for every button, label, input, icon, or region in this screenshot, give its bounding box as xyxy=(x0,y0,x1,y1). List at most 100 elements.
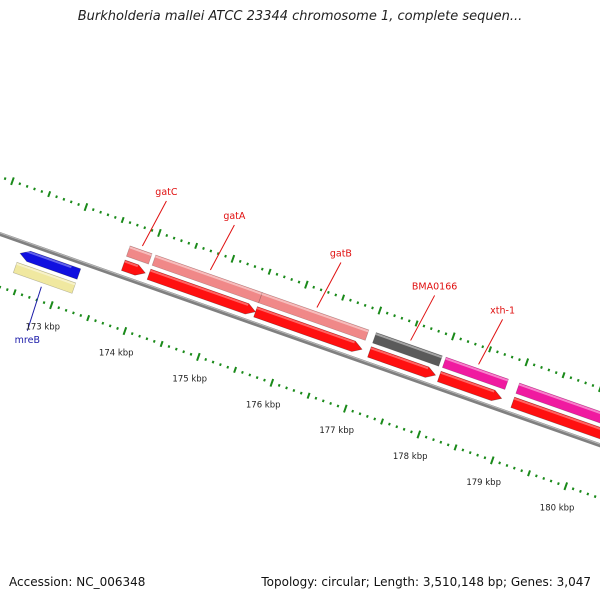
lower-tick xyxy=(505,464,509,468)
upper-tick xyxy=(290,277,294,281)
lower-tick xyxy=(269,378,275,387)
upper-tick xyxy=(275,272,279,276)
lower-tick xyxy=(241,370,244,374)
upper-tick xyxy=(363,303,367,307)
gatB-gene-arrow[interactable] xyxy=(253,306,363,352)
BMA0166-feature xyxy=(372,332,443,367)
gatC-feature-shine xyxy=(129,246,152,257)
upper-tick xyxy=(253,265,257,269)
lower-tick xyxy=(219,363,222,367)
upper-tick xyxy=(598,385,600,393)
upper-tick xyxy=(591,384,595,388)
gatB-feature xyxy=(258,292,370,341)
scale-labels: 173 kbp 174 kbp 175 kbp 176 kbp 177 kbp 178 k… xyxy=(25,323,574,514)
map-title: Burkholderia mallei ATCC 23344 chromosom… xyxy=(77,9,523,24)
lower-tick xyxy=(226,365,230,369)
lower-tick xyxy=(159,340,164,348)
lower-tick xyxy=(549,479,553,483)
upper-tick xyxy=(444,332,448,336)
xth-1-feature xyxy=(441,356,509,390)
lower-tick xyxy=(395,425,399,429)
upper-tick xyxy=(393,314,396,318)
lower-tick xyxy=(306,392,311,399)
upper-tick xyxy=(106,213,110,217)
BMA0166-gene-arrow[interactable] xyxy=(367,346,437,378)
upper-tick xyxy=(202,246,205,250)
upper-tick xyxy=(503,352,507,357)
lower-tick xyxy=(79,313,83,318)
gatC-feature xyxy=(126,245,153,265)
gatC-gene-arrow[interactable] xyxy=(121,259,146,276)
lower-tick xyxy=(424,435,428,439)
upper-tick xyxy=(99,210,102,214)
upper-tick xyxy=(532,363,536,367)
upper-tick xyxy=(18,182,22,186)
lower-tick xyxy=(446,443,450,447)
gatA-gene-arrow[interactable] xyxy=(146,268,257,315)
mreB-feature xyxy=(12,261,77,294)
upper-tick xyxy=(165,234,169,238)
next-gene-arrow[interactable] xyxy=(510,396,600,443)
backbone-line xyxy=(0,231,600,448)
xth-1-label-leader xyxy=(478,319,504,365)
lower-tick xyxy=(57,306,61,310)
BMA0166-feature-shine xyxy=(375,333,443,359)
lower-tick xyxy=(277,383,281,387)
lower-tick xyxy=(329,401,332,405)
lower-tick xyxy=(145,337,149,341)
lower-tick xyxy=(292,389,296,393)
gatB-gene-shine xyxy=(256,307,355,344)
upper-tick xyxy=(422,324,426,328)
lower-tick xyxy=(182,350,186,354)
lower-tick xyxy=(116,326,119,330)
upper-tick xyxy=(194,242,199,250)
upper-tick xyxy=(407,319,411,323)
lower-tick xyxy=(498,461,501,465)
upper-tick xyxy=(55,195,58,199)
upper-tick xyxy=(569,376,573,380)
backbone xyxy=(0,231,600,448)
upper-tick xyxy=(554,371,558,375)
upper-tick xyxy=(10,177,15,186)
lower-tick xyxy=(86,314,91,322)
lower-tick xyxy=(432,438,435,442)
upper-tick xyxy=(496,350,499,354)
scale-label: 177 kbp xyxy=(319,426,354,436)
lower-tick xyxy=(5,288,9,292)
lower-tick xyxy=(563,482,569,491)
lower-tick xyxy=(12,289,17,296)
upper-tick xyxy=(25,184,29,188)
mreB-gene-arrow[interactable] xyxy=(19,250,82,280)
lower-tick xyxy=(579,489,582,493)
lower-tick xyxy=(586,492,590,496)
upper-tick xyxy=(224,254,227,258)
lower-tick xyxy=(64,308,68,312)
lower-tick xyxy=(336,404,340,408)
gatC-label: gatC xyxy=(155,187,178,198)
lower-tick xyxy=(189,352,193,356)
genes[interactable] xyxy=(19,248,600,444)
upper-tick xyxy=(488,346,493,353)
mreB-feature-shine xyxy=(16,262,76,286)
lower-tick xyxy=(299,391,303,395)
mreB-label: mreB xyxy=(15,335,40,346)
upper-tick xyxy=(319,288,323,292)
upper-tick xyxy=(429,327,433,331)
upper-tick xyxy=(349,298,352,302)
next-feature-shine xyxy=(518,383,600,414)
xth-1-gene-shine xyxy=(440,371,495,393)
lower-tick xyxy=(94,319,97,323)
lower-tick xyxy=(101,321,105,325)
upper-tick xyxy=(150,228,154,232)
lower-tick xyxy=(167,345,171,349)
upper-tick xyxy=(371,306,374,310)
upper-tick xyxy=(584,381,587,385)
gene-labels: mreB gatC gatA gatB BMA0166 xth-1 xyxy=(15,187,515,365)
xth-1-gene-arrow[interactable] xyxy=(437,370,503,401)
lower-tick xyxy=(152,339,156,343)
upper-tick xyxy=(246,262,249,266)
upper-tick xyxy=(561,372,566,379)
upper-tick xyxy=(282,275,286,279)
accession-text: Accession: NC_006348 xyxy=(9,575,146,589)
